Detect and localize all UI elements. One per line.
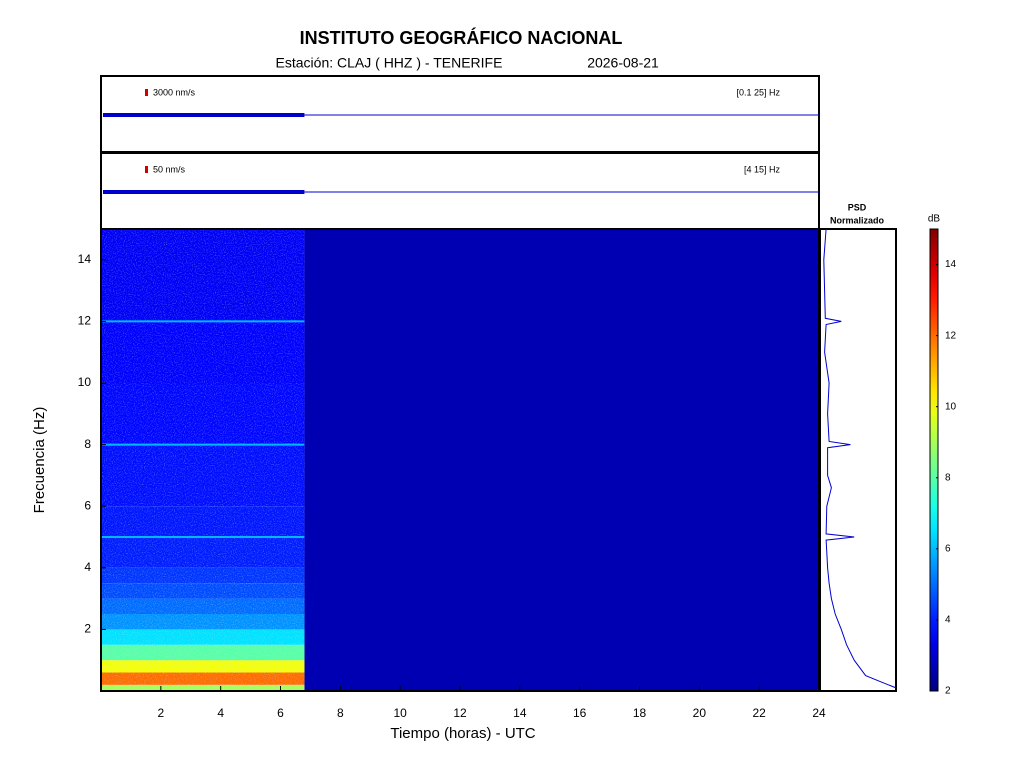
colorbar-tick-label: 8 [945,472,951,483]
scale-label: 3000 nm/s [153,87,196,97]
x-tick-label: 8 [337,706,344,720]
x-tick-label: 4 [217,706,224,720]
scale-label: 50 nm/s [153,164,186,174]
y-tick-label: 14 [78,252,92,266]
psd-line [823,228,897,689]
colorbar [929,228,939,692]
scale-marker [145,89,148,96]
x-tick-label: 10 [393,706,407,720]
scale-marker [145,166,148,173]
colorbar-tick-label: 12 [945,330,957,341]
colorbar-tick-label: 14 [945,259,957,270]
y-tick-label: 8 [84,437,91,451]
psd-frame [819,228,897,692]
title: INSTITUTO GEOGRÁFICO NACIONAL [300,27,623,48]
x-tick-label: 14 [513,706,527,720]
x-tick-label: 18 [633,706,647,720]
x-tick-label: 2 [157,706,164,720]
x-tick-label: 22 [752,706,766,720]
y-tick-label: 4 [84,560,91,574]
y-axis-label: Frecuencia (Hz) [31,407,48,514]
colorbar-tick-label: 10 [945,401,957,412]
colorbar-label: dB [928,214,941,225]
y-tick-label: 10 [78,375,92,389]
x-tick-label: 24 [812,706,826,720]
x-tick-label: 16 [573,706,587,720]
x-tick-label: 6 [277,706,284,720]
station: Estación: CLAJ ( HHZ ) - TENERIFE [276,55,503,71]
band-label: [4 15] Hz [744,164,781,174]
speckle [101,229,305,691]
y-tick-label: 2 [84,622,91,636]
x-tick-label: 20 [693,706,707,720]
colorbar-tick-label: 6 [945,543,951,554]
no-data-region [304,229,819,691]
y-tick-label: 12 [78,314,92,328]
date: 2026-08-21 [587,55,659,71]
x-tick-label: 12 [453,706,467,720]
trace-noise [103,113,305,117]
band-label: [0.1 25] Hz [736,87,780,97]
psd-subtitle: Normalizado [830,215,885,225]
psd-title: PSD [848,202,867,212]
colorbar-tick-label: 4 [945,615,951,626]
colorbar-tick-label: 2 [945,686,951,697]
trace-noise [103,190,305,194]
x-axis-label: Tiempo (horas) - UTC [390,725,535,742]
y-tick-label: 6 [84,498,91,512]
